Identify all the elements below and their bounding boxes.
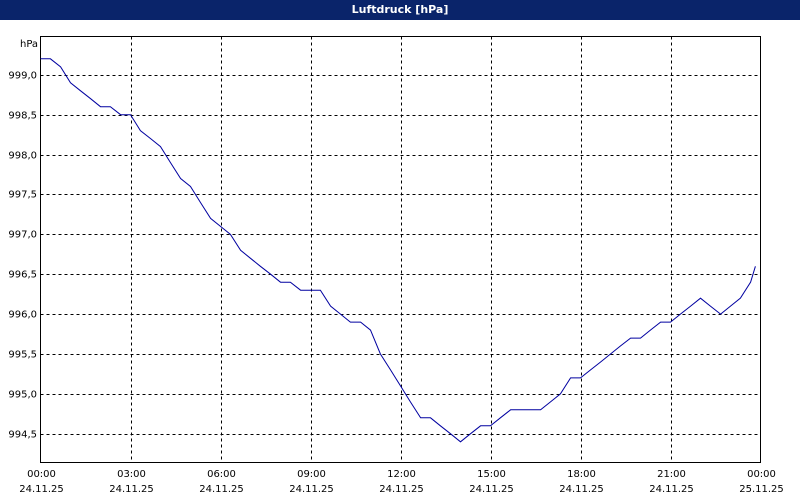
x-tick-label: 21:00 — [657, 469, 686, 480]
y-tick-label: 994,5 — [8, 430, 37, 441]
x-tick-label: 06:00 — [207, 469, 236, 480]
plot-area — [40, 36, 761, 463]
x-tick-label: 18:00 — [567, 469, 596, 480]
x-tick-label: 00:00 — [747, 469, 776, 480]
x-tick-label: 12:00 — [387, 469, 416, 480]
y-tick-label: 995,5 — [8, 350, 37, 361]
title-bar — [0, 0, 800, 20]
x-tick-date: 25.11.25 — [739, 484, 784, 495]
y-tick-label: 997,0 — [8, 230, 37, 241]
x-tick-date: 24.11.25 — [379, 484, 424, 495]
x-tick-date: 24.11.25 — [199, 484, 244, 495]
x-tick-date: 24.11.25 — [559, 484, 604, 495]
x-tick-label: 03:00 — [117, 469, 146, 480]
y-tick-label: 999,0 — [8, 71, 37, 82]
x-tick-date: 24.11.25 — [649, 484, 694, 495]
y-tick-label: 998,5 — [8, 111, 37, 122]
chart-title: Luftdruck [hPa] — [352, 3, 449, 16]
y-tick-label: 996,5 — [8, 270, 37, 281]
x-tick-label: 15:00 — [477, 469, 506, 480]
x-tick-date: 24.11.25 — [289, 484, 334, 495]
x-tick-date: 24.11.25 — [109, 484, 154, 495]
y-tick-label: 995,0 — [8, 390, 37, 401]
x-tick-date: 24.11.25 — [469, 484, 514, 495]
x-tick-label: 00:00 — [27, 469, 56, 480]
y-unit: hPa — [20, 39, 38, 50]
x-tick-label: 09:00 — [297, 469, 326, 480]
line-series — [40, 58, 756, 443]
y-tick-label: 997,5 — [8, 190, 37, 201]
x-tick-date: 24.11.25 — [19, 484, 64, 495]
y-tick-label: 996,0 — [8, 310, 37, 321]
y-tick-label: 998,0 — [8, 151, 37, 162]
